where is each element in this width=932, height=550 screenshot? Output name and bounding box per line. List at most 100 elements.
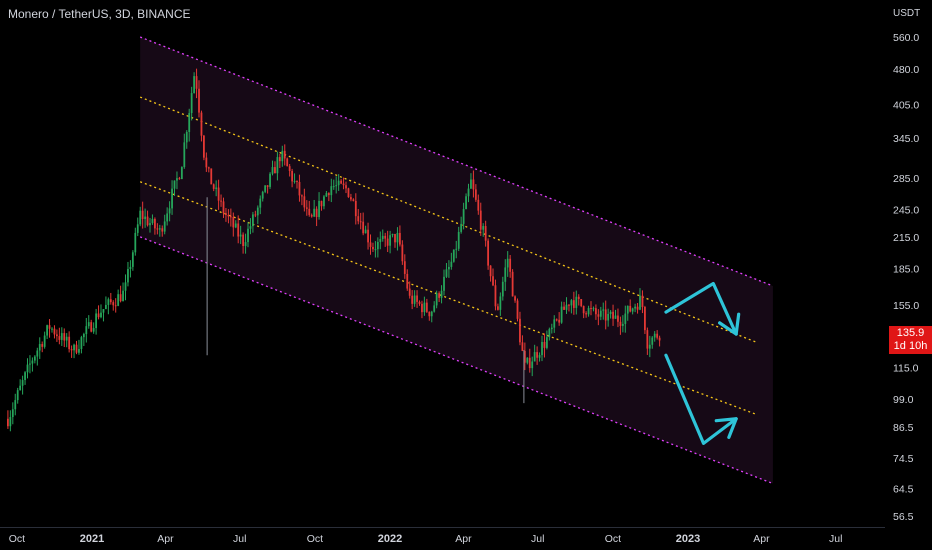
- candle-body: [450, 261, 453, 267]
- candle-body: [9, 417, 12, 427]
- candle-body: [80, 337, 83, 350]
- candle-body: [68, 336, 71, 350]
- candle-body: [423, 302, 426, 313]
- candle-body: [526, 357, 529, 363]
- candle-body: [558, 319, 561, 323]
- candle-body: [254, 214, 257, 216]
- candle-body: [149, 223, 151, 226]
- candle-body: [421, 303, 423, 313]
- candle-body: [367, 229, 369, 243]
- candle-body: [438, 293, 441, 298]
- candle-body: [543, 341, 546, 348]
- candle-body: [56, 334, 58, 337]
- candle-body: [595, 308, 597, 315]
- candle-body: [607, 313, 610, 321]
- candle-body: [247, 228, 249, 243]
- candle-body: [470, 179, 472, 189]
- candle-body: [60, 333, 63, 340]
- time-tick-label: Apr: [753, 533, 770, 545]
- time-tick-label: Jul: [829, 533, 842, 545]
- candle-body: [362, 221, 365, 234]
- candle-body: [440, 290, 443, 298]
- candle-body: [634, 306, 637, 309]
- candle-body: [497, 306, 499, 310]
- candle-body: [553, 319, 556, 328]
- candle-body: [342, 183, 345, 186]
- candle-body: [259, 198, 262, 208]
- candle-body: [506, 258, 509, 268]
- candle-body: [460, 223, 463, 232]
- candle-body: [92, 328, 95, 332]
- candle-body: [266, 185, 269, 187]
- candle-body: [31, 360, 34, 364]
- candle-body: [369, 242, 372, 247]
- price-axis[interactable]: USDT 560.0 480.0 405.0 345.0 285.0 245.0 215.0 1…: [885, 0, 932, 550]
- price-tick-label: 155.0: [893, 300, 919, 312]
- candle-body: [95, 313, 98, 329]
- candle-body: [448, 266, 450, 270]
- candle-body: [357, 216, 360, 222]
- candle-body: [568, 304, 570, 306]
- candle-body: [565, 304, 568, 310]
- price-axis-unit: USDT: [893, 8, 920, 19]
- candle-body: [24, 372, 26, 381]
- chart-title: Monero / TetherUS, 3D, BINANCE: [8, 7, 191, 21]
- candle-body: [332, 186, 335, 188]
- candle-body: [308, 208, 311, 215]
- candle-body: [340, 180, 343, 184]
- time-tick-label: 2022: [378, 533, 402, 545]
- candle-body: [590, 308, 592, 310]
- candle-body: [379, 238, 382, 242]
- candle-body: [43, 335, 46, 347]
- candle-body: [504, 267, 507, 282]
- candle-body: [146, 216, 149, 226]
- channel-fill: [140, 37, 773, 484]
- candle-body: [592, 308, 595, 310]
- candle-body: [494, 285, 497, 307]
- candle-body: [577, 296, 580, 300]
- price-tick-label: 215.0: [893, 232, 919, 244]
- last-price-countdown: 1d 10h: [893, 340, 928, 352]
- candle-body: [29, 363, 31, 365]
- projection-arrow-2: [664, 353, 738, 445]
- candle-body: [479, 210, 482, 230]
- candle-body: [222, 201, 225, 214]
- candles-layer: [7, 68, 661, 432]
- candle-body: [90, 322, 93, 332]
- candle-body: [313, 208, 316, 217]
- candle-body: [195, 76, 198, 89]
- candle-body: [239, 234, 242, 237]
- candle-body: [384, 235, 387, 239]
- candle-body: [472, 179, 475, 190]
- candle-body: [651, 337, 654, 345]
- candle-body: [19, 385, 22, 391]
- price-tick-label: 405.0: [893, 100, 919, 112]
- candle-body: [283, 150, 286, 159]
- candle-body: [330, 186, 333, 196]
- candle-body: [163, 221, 166, 232]
- candle-body: [158, 228, 161, 230]
- candle-body: [301, 195, 303, 197]
- candle-body: [100, 312, 102, 318]
- candle-body: [315, 208, 318, 218]
- candle-body: [614, 315, 617, 319]
- candle-body: [541, 341, 543, 356]
- time-axis[interactable]: Oct 2021 Apr Jul Oct 2022 Apr Jul Oct 2023 Apr Jul: [0, 527, 932, 550]
- candle-body: [516, 300, 519, 319]
- candle-body: [560, 306, 563, 323]
- candle-body: [445, 269, 448, 277]
- candle-body: [210, 168, 213, 185]
- candle-body: [617, 315, 619, 322]
- time-tick-label: Jul: [531, 533, 544, 545]
- projection-arrowhead-1: [718, 312, 741, 336]
- price-tick-label: 74.5: [893, 453, 914, 465]
- candle-body: [327, 193, 330, 196]
- candle-body: [252, 214, 254, 227]
- candle-body: [413, 295, 416, 304]
- candle-body: [220, 200, 222, 202]
- candle-body: [648, 344, 651, 349]
- candle-body: [229, 216, 232, 218]
- candle-body: [244, 242, 247, 247]
- projection-arrow-1: [664, 281, 738, 336]
